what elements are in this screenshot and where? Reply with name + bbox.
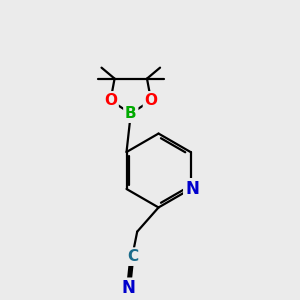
Text: B: B <box>125 106 136 121</box>
Text: C: C <box>128 249 139 264</box>
Text: N: N <box>185 180 199 198</box>
Text: N: N <box>122 280 136 298</box>
Text: O: O <box>104 93 117 108</box>
Text: O: O <box>145 93 158 108</box>
